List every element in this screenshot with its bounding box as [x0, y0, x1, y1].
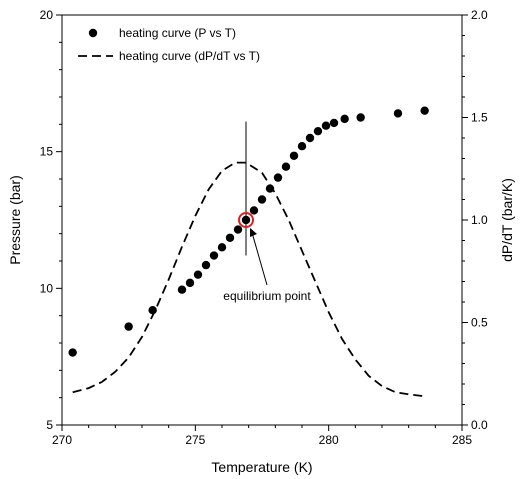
- data-point-p-vs-t: [313, 126, 323, 136]
- data-point-p-vs-t: [249, 206, 259, 215]
- data-point-p-vs-t: [297, 142, 307, 151]
- y2-axis-ticks: 0.0 0.5 1.0 1.5 2.0: [462, 8, 488, 432]
- data-point-p-vs-t: [124, 322, 133, 331]
- data-point-p-vs-t: [393, 109, 403, 118]
- equilibrium-point-marker: [238, 212, 254, 228]
- data-point-p-vs-t: [420, 106, 429, 115]
- data-point-p-vs-t: [265, 184, 275, 193]
- data-point-p-vs-t: [225, 233, 235, 242]
- equilibrium-point-label: equilibrium point: [223, 289, 311, 303]
- data-point-p-vs-t: [257, 195, 267, 204]
- data-point-p-vs-t: [177, 285, 187, 294]
- y-axis-title: Pressure (bar): [7, 175, 23, 264]
- y2-tick-label: 1.5: [471, 111, 488, 125]
- series-dpdt-vs-t-line: [72, 161, 425, 398]
- y2-tick-label: 1.0: [471, 213, 488, 227]
- data-point-p-vs-t: [209, 251, 219, 260]
- x-tick-label: 275: [185, 433, 205, 447]
- legend-label-dpdt-vs-t: heating curve (dP/dT vs T): [119, 49, 260, 63]
- y-axis-ticks: 5 10 15 20: [40, 8, 62, 432]
- y2-tick-label: 0.5: [471, 316, 488, 330]
- legend-label-p-vs-t: heating curve (P vs T): [119, 26, 236, 40]
- x-tick-label: 285: [452, 433, 472, 447]
- data-point-p-vs-t: [217, 243, 227, 252]
- data-point-p-vs-t: [233, 225, 243, 234]
- data-point-p-vs-t: [148, 306, 157, 315]
- y2-tick-label: 2.0: [471, 8, 488, 22]
- equilibrium-arrow-head: [250, 228, 257, 237]
- data-point-p-vs-t: [185, 278, 195, 288]
- data-point-p-vs-t: [289, 151, 299, 160]
- x-axis-title: Temperature (K): [211, 459, 312, 475]
- y-tick-label: 10: [40, 281, 54, 295]
- equilibrium-arrow-shaft: [250, 228, 268, 286]
- data-point-p-vs-t: [340, 114, 349, 124]
- data-point-p-vs-t: [273, 173, 283, 182]
- y2-tick-label: 0.0: [471, 418, 488, 432]
- data-point-p-vs-t: [329, 118, 339, 128]
- annotation-layer: equilibrium point: [223, 121, 311, 303]
- series-layer: [68, 106, 429, 398]
- y-tick-label: 5: [46, 418, 53, 432]
- x-tick-label: 270: [52, 433, 72, 447]
- data-point-p-vs-t: [356, 113, 365, 122]
- data-point-p-vs-t: [305, 133, 315, 143]
- legend: heating curve (P vs T) heating curve (dP…: [78, 26, 260, 63]
- data-point-p-vs-t: [321, 121, 331, 130]
- data-point-p-vs-t: [201, 260, 211, 270]
- data-point-p-vs-t: [193, 270, 203, 279]
- x-tick-label: 280: [319, 433, 339, 447]
- y2-axis-title: dP/dT (bar/K): [499, 178, 515, 262]
- x-axis-ticks: 270 275 280 285: [52, 425, 472, 447]
- data-point-p-vs-t: [68, 348, 77, 357]
- data-point-p-vs-t: [281, 162, 291, 171]
- legend-marker-p-vs-t: [88, 28, 98, 38]
- y-tick-label: 20: [40, 8, 54, 22]
- y-tick-label: 15: [40, 145, 54, 159]
